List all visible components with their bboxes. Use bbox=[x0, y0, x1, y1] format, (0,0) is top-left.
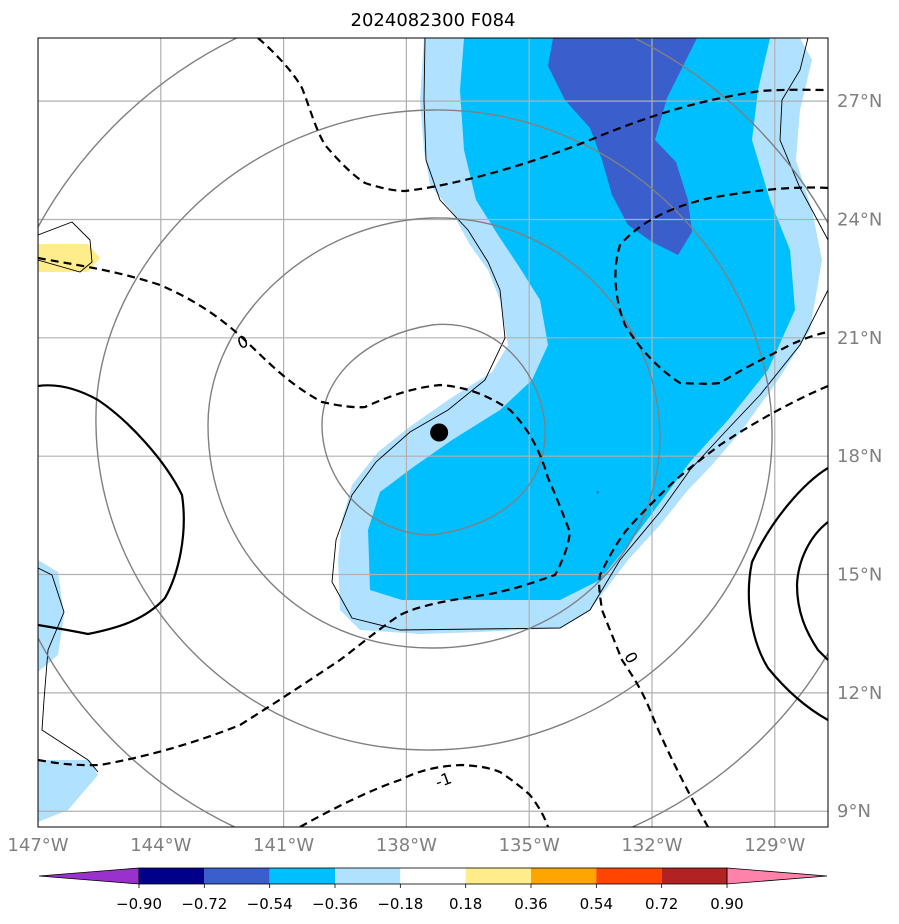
colorbar-tick-label-9: 0.90 bbox=[710, 895, 743, 913]
y-tick-label-3: 18°N bbox=[837, 446, 882, 467]
x-tick-label-1: 144°W bbox=[130, 835, 191, 856]
colorbar-box-1 bbox=[204, 868, 270, 884]
map-gridlines bbox=[38, 38, 828, 827]
x-tick-label-0: 147°W bbox=[7, 835, 68, 856]
yellow-region bbox=[38, 244, 100, 272]
x-tick-labels: 147°W 144°W 141°W 138°W 135°W 132°W 129°W bbox=[7, 835, 805, 856]
y-tick-label-0: 9°N bbox=[837, 801, 871, 822]
colorbar-extend-high bbox=[726, 867, 828, 885]
y-tick-labels: 9°N 12°N 15°N 18°N 21°N 24°N 27°N bbox=[837, 91, 882, 822]
field-outline-northwest bbox=[38, 221, 93, 273]
x-tick-label-5: 132°W bbox=[621, 835, 682, 856]
colorbar-tick-label-3: −0.36 bbox=[312, 895, 358, 913]
y-tick-label-2: 15°N bbox=[837, 565, 882, 586]
dashed-contours bbox=[38, 38, 828, 827]
light-blue-region-southwest bbox=[38, 760, 98, 822]
chart-title: 2024082300 F084 bbox=[351, 10, 516, 31]
colorbar-tick-labels: −0.90 −0.72 −0.54 −0.36 −0.18 0.18 0.36 0.54 0.7… bbox=[116, 884, 744, 913]
colorbar-box-6 bbox=[531, 868, 597, 884]
x-tick-label-3: 138°W bbox=[376, 835, 437, 856]
y-tick-label-4: 21°N bbox=[837, 328, 882, 349]
colorbar-box-7 bbox=[596, 868, 662, 884]
solid-contour-east-outer bbox=[747, 467, 828, 721]
colorbar-tick-label-4: −0.18 bbox=[377, 895, 423, 913]
contour-label-2: -1 bbox=[433, 768, 454, 791]
solid-contours bbox=[38, 384, 828, 721]
dark-blue-speck bbox=[596, 491, 599, 494]
y-tick-label-6: 27°N bbox=[837, 91, 882, 112]
colorbar-box-4 bbox=[400, 868, 466, 884]
colorbar-tick-label-7: 0.54 bbox=[580, 895, 613, 913]
field-outline bbox=[331, 38, 828, 631]
dashed-contour-southeast bbox=[598, 384, 828, 827]
colorbar-tick-label-8: 0.72 bbox=[645, 895, 678, 913]
x-tick-label-2: 141°W bbox=[253, 835, 314, 856]
dashed-contour-minus-one bbox=[299, 763, 550, 827]
colorbar-frame bbox=[138, 867, 728, 885]
colorbar bbox=[38, 867, 828, 885]
royal-blue-region bbox=[548, 38, 697, 255]
y-tick-label-1: 12°N bbox=[837, 683, 882, 704]
colorbar-box-8 bbox=[661, 868, 727, 884]
colorbar-tick-label-5: 0.18 bbox=[449, 895, 482, 913]
colorbar-tick-label-6: 0.36 bbox=[514, 895, 547, 913]
dashed-contour-zero bbox=[38, 256, 572, 767]
map-frame bbox=[37, 37, 829, 828]
y-tick-label-5: 24°N bbox=[837, 209, 882, 230]
colorbar-tick-label-2: −0.54 bbox=[247, 895, 293, 913]
radius-ring-2 bbox=[207, 217, 661, 649]
colorbar-tick-label-1: −0.72 bbox=[181, 895, 227, 913]
colorbar-box-3 bbox=[335, 868, 401, 884]
field-outline-west bbox=[38, 567, 99, 773]
colorbar-extend-low bbox=[38, 867, 140, 885]
colorbar-tick-label-0: −0.90 bbox=[116, 895, 162, 913]
blue-region bbox=[368, 38, 795, 600]
colorbar-box-2 bbox=[269, 868, 335, 884]
radius-ring-4 bbox=[38, 38, 828, 827]
x-tick-label-6: 129°W bbox=[744, 835, 805, 856]
x-tick-label-4: 135°W bbox=[499, 835, 560, 856]
contour-label-0: 0 bbox=[235, 332, 251, 353]
light-blue-region-west bbox=[38, 560, 64, 672]
solid-contour-east-inner bbox=[795, 521, 828, 661]
storm-center-marker bbox=[430, 423, 449, 442]
radius-ring-1 bbox=[321, 323, 546, 536]
solid-contour-west bbox=[38, 384, 185, 636]
dashed-contour-east-loop bbox=[614, 186, 828, 385]
colorbar-box-5 bbox=[465, 868, 531, 884]
map-plot-area: 00-1 bbox=[38, 38, 828, 827]
colorbar-box-0 bbox=[139, 868, 205, 884]
dashed-contour-north bbox=[257, 38, 828, 193]
